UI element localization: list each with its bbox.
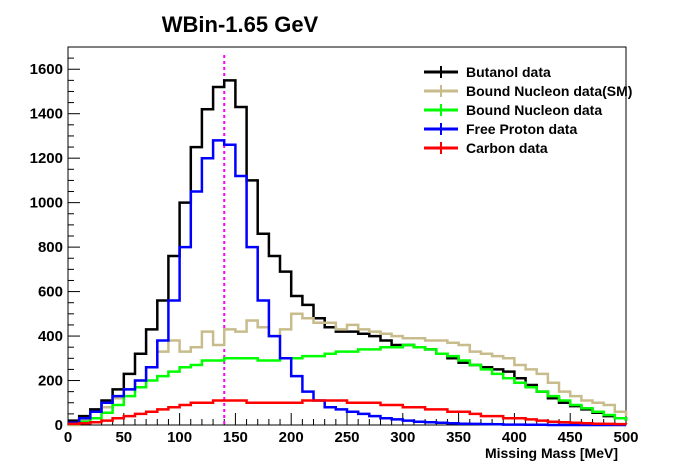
y-tick-label: 0 — [55, 417, 63, 434]
x-tick-label: 0 — [64, 429, 72, 446]
legend-label-butanol-data: Butanol data — [466, 64, 551, 80]
y-tick-label: 200 — [38, 373, 63, 390]
y-tick-label: 400 — [38, 328, 63, 345]
x-tick-label: 150 — [223, 429, 248, 446]
series-line-carbon-data — [68, 399, 628, 426]
series-layer — [68, 79, 628, 427]
x-axis-title: Missing Mass [MeV] — [485, 445, 618, 461]
x-tick-label: 450 — [558, 429, 583, 446]
legend-label-bound-nucleon-data-sm: Bound Nucleon data(SM) — [466, 83, 632, 99]
y-tick-label: 1400 — [30, 106, 63, 123]
x-tick-label: 50 — [115, 429, 132, 446]
series-line-free-proton-data — [68, 139, 626, 427]
series-line-bound-nucleon-data-sm — [68, 312, 628, 427]
axes: 0 50 100 150 200 250 300 350 400 450 500 0 200 400 600… — [30, 46, 639, 446]
x-tick-label: 350 — [446, 429, 471, 446]
legend-label-bound-nucleon-data: Bound Nucleon data — [466, 102, 602, 118]
legend-label-carbon-data: Carbon data — [466, 140, 548, 156]
y-tick-label: 600 — [38, 284, 63, 301]
x-tick-label: 500 — [613, 429, 638, 446]
y-tick-label: 1200 — [30, 150, 63, 167]
x-tick-label: 100 — [167, 429, 192, 446]
legend-label-free-proton-data: Free Proton data — [466, 121, 577, 137]
x-tick-label: 400 — [502, 429, 527, 446]
y-tick-label: 1000 — [30, 195, 63, 212]
y-tick-label: 800 — [38, 239, 63, 256]
series-line-bound-nucleon-data — [68, 343, 628, 426]
legend: Butanol data Bound Nucleon data(SM) Bound … — [424, 64, 632, 156]
x-tick-label: 250 — [334, 429, 359, 446]
x-tick-label: 200 — [279, 429, 304, 446]
chart-title: WBin-1.65 GeV — [162, 12, 319, 37]
y-tick-label: 1600 — [30, 61, 63, 78]
x-tick-label: 300 — [390, 429, 415, 446]
